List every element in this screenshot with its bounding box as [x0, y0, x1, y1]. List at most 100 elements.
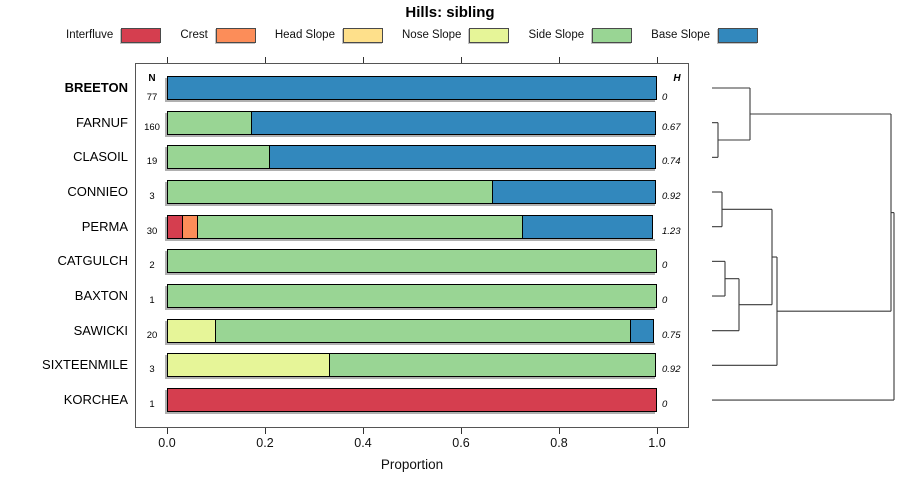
x-axis-tick-label: 0.4 [354, 436, 372, 450]
n-value: 30 [146, 225, 158, 237]
bar-segment-crest [181, 214, 199, 239]
row-label-sixteenmile: SIXTEENMILE [42, 357, 128, 373]
bar-row [167, 110, 657, 135]
x-axis-tick-label: 0.0 [158, 436, 176, 450]
legend-item: Base Slope [651, 27, 758, 43]
bar-row [167, 284, 657, 309]
row-label-farnuf: FARNUF [76, 114, 128, 130]
x-axis-tick-top [559, 57, 560, 63]
bar-segment-side-slope [167, 145, 271, 170]
n-value: 20 [146, 329, 158, 341]
n-column-header: N [148, 73, 156, 84]
x-axis-tick-label: 1.0 [648, 436, 666, 450]
x-axis-tick-top [461, 57, 462, 63]
row-label-connieo: CONNIEO [67, 184, 128, 199]
x-axis-tick-bottom [461, 428, 462, 434]
bar-segment-base-slope [629, 318, 655, 343]
row-label-catgulch: CATGULCH [57, 253, 128, 269]
legend: Interfluve Crest Head Slope Nose Slope Side … [66, 26, 758, 44]
legend-swatch-icon [469, 27, 510, 43]
bar-segment-base-slope [167, 76, 657, 100]
x-axis-tick-bottom [167, 428, 168, 434]
h-value: 0 [662, 295, 668, 307]
legend-swatch-icon [121, 27, 162, 43]
bar-segment-base-slope [268, 145, 656, 170]
bar-row [167, 214, 657, 239]
bar-segment-base-slope [492, 180, 656, 204]
legend-item-label: Side Slope [528, 29, 585, 41]
bar-segment-side-slope [167, 284, 657, 309]
bar-row [167, 353, 657, 378]
legend-item: Head Slope [274, 27, 383, 43]
bar-segment-side-slope [167, 249, 657, 274]
bar-row [167, 318, 657, 343]
legend-item: Crest [180, 27, 256, 43]
x-axis-tick-top [363, 57, 364, 63]
bar-segment-base-slope [251, 110, 656, 135]
bar-segment-interfluve [167, 214, 184, 239]
h-value: 0.67 [662, 121, 681, 133]
x-axis-tick-top [167, 57, 168, 63]
row-label-korchea: KORCHEA [63, 392, 128, 408]
bar-segment-interfluve [167, 388, 657, 413]
row-label-clasoil: CLASOIL [73, 149, 128, 165]
bar-row [167, 145, 657, 170]
chart-title: Hills: sibling [405, 4, 495, 21]
x-axis-tick-label: 0.2 [256, 436, 274, 450]
x-axis-tick-label: 0.8 [550, 436, 568, 450]
x-axis-tick-label: 0.6 [452, 436, 470, 450]
row-label-perma: PERMA [81, 218, 128, 234]
n-value: 1 [149, 399, 155, 411]
h-value: 0.75 [662, 329, 681, 341]
bar-segment-side-slope [167, 180, 494, 204]
bar-row [167, 76, 657, 100]
h-value: 0.92 [662, 364, 681, 376]
legend-item: Interfluve [66, 27, 162, 43]
legend-item-label: Nose Slope [402, 29, 462, 41]
legend-item: Nose Slope [402, 27, 510, 43]
bar-segment-nose-slope [167, 318, 216, 343]
bar-segment-side-slope [214, 318, 632, 343]
n-value: 2 [149, 260, 155, 272]
h-column-header: H [673, 73, 681, 84]
row-label-baxton: BAXTON [74, 288, 128, 304]
bar-row [167, 249, 657, 274]
n-value: 1 [149, 295, 155, 307]
legend-swatch-icon [342, 27, 383, 43]
bar-segment-base-slope [521, 214, 653, 239]
legend-item-label: Base Slope [651, 29, 710, 41]
x-axis-tick-bottom [363, 428, 364, 434]
h-value: 1.23 [662, 225, 681, 237]
bar-row [167, 180, 657, 204]
x-axis-tick-bottom [559, 428, 560, 434]
legend-swatch-icon [717, 27, 758, 43]
h-value: 0 [662, 92, 668, 103]
n-value: 3 [149, 191, 155, 202]
x-axis-tick-top [657, 57, 658, 63]
n-value: 160 [144, 121, 160, 133]
h-value: 0.92 [662, 191, 681, 202]
h-value: 0 [662, 260, 668, 272]
legend-swatch-icon [592, 27, 633, 43]
bar-row [167, 388, 657, 413]
legend-swatch-icon [215, 27, 256, 43]
h-value: 0 [662, 399, 668, 411]
x-axis-tick-top [265, 57, 266, 63]
x-axis-tick-bottom [265, 428, 266, 434]
bar-segment-nose-slope [167, 353, 331, 378]
legend-item-label: Crest [180, 29, 208, 41]
legend-item-label: Head Slope [274, 29, 335, 41]
bar-segment-side-slope [167, 110, 253, 135]
x-axis-label: Proportion [380, 457, 444, 472]
plot-box [135, 63, 689, 428]
legend-item: Side Slope [528, 27, 633, 43]
h-value: 0.74 [662, 156, 681, 168]
x-axis-tick-bottom [657, 428, 658, 434]
row-label-breeton: BREETON [64, 80, 128, 95]
bar-segment-side-slope [328, 353, 656, 378]
n-value: 3 [149, 364, 155, 376]
n-value: 19 [146, 156, 158, 168]
row-label-sawicki: SAWICKI [73, 322, 128, 338]
n-value: 77 [146, 92, 158, 103]
